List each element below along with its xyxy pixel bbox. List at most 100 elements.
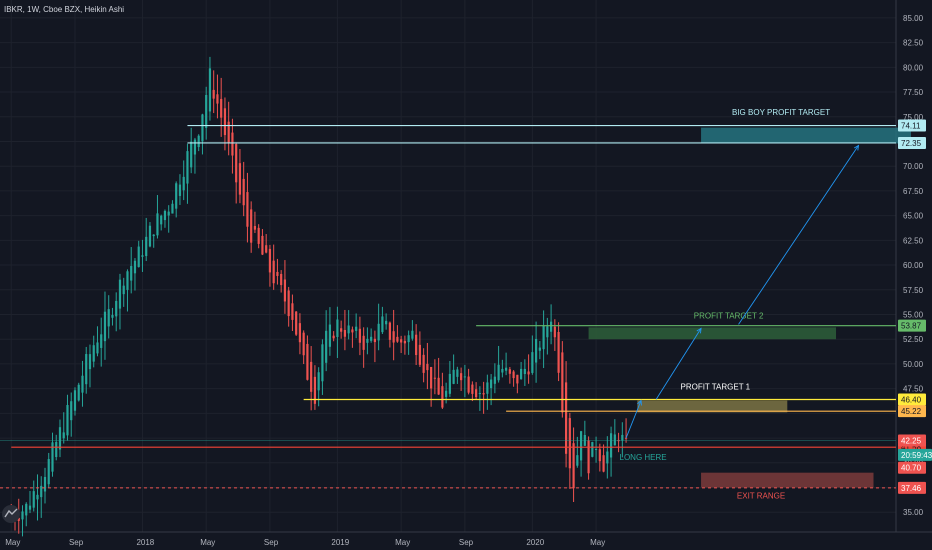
y-tick-label: 85.00 bbox=[903, 14, 924, 23]
candle-body bbox=[621, 434, 624, 441]
y-tick-label: 52.50 bbox=[903, 335, 924, 344]
candle-body bbox=[377, 323, 380, 341]
y-tick-label: 57.50 bbox=[903, 286, 924, 295]
candle-body bbox=[591, 442, 594, 457]
big-boy-label: BIG BOY PROFIT TARGET bbox=[732, 108, 830, 117]
candle-body bbox=[602, 455, 605, 472]
candle-body bbox=[505, 367, 508, 371]
candle-body bbox=[66, 405, 69, 436]
candle-body bbox=[302, 332, 305, 356]
candle-body bbox=[55, 441, 58, 457]
candle-body bbox=[445, 390, 448, 397]
price-tag-label: 37.46 bbox=[901, 484, 922, 493]
candle-body bbox=[430, 366, 433, 389]
price-tag bbox=[898, 434, 926, 447]
candle-body bbox=[355, 326, 358, 331]
candle-body bbox=[58, 427, 62, 450]
candle-body bbox=[475, 389, 478, 398]
candle-body bbox=[448, 373, 451, 394]
x-tick-label: Sep bbox=[459, 538, 474, 547]
candle-body bbox=[17, 517, 20, 521]
candle-body bbox=[216, 94, 219, 104]
candle-body bbox=[47, 459, 50, 485]
x-tick-label: 2020 bbox=[526, 538, 544, 547]
exit-zone bbox=[701, 472, 874, 488]
candle-body bbox=[261, 235, 264, 255]
price-tag bbox=[898, 319, 926, 332]
candle-body bbox=[433, 377, 436, 379]
y-tick-label: 82.50 bbox=[903, 39, 924, 48]
time-axis[interactable]: May Sep 2018 May Sep 2019 May Sep 2020 May bbox=[5, 538, 605, 547]
candle-body bbox=[463, 376, 466, 378]
candle-body bbox=[587, 440, 590, 474]
candle-body bbox=[358, 328, 361, 343]
candle-body bbox=[291, 303, 294, 320]
candle-body bbox=[422, 354, 425, 373]
trend-arrowhead bbox=[637, 399, 642, 406]
price-tag-label: 40.70 bbox=[901, 464, 922, 473]
candle-body bbox=[160, 215, 163, 225]
candle-body bbox=[268, 248, 272, 273]
candle-body bbox=[527, 371, 530, 375]
candle-body bbox=[606, 451, 609, 464]
y-tick-label: 67.50 bbox=[903, 187, 924, 196]
arrows bbox=[625, 144, 860, 439]
candle-body bbox=[486, 382, 489, 394]
candle-body bbox=[25, 503, 28, 516]
candle-body bbox=[107, 309, 110, 327]
price-tag bbox=[898, 405, 926, 418]
candle-body bbox=[564, 382, 568, 454]
candle-body bbox=[613, 434, 616, 446]
candle-body bbox=[373, 338, 376, 343]
tradingview-logo-icon[interactable] bbox=[2, 505, 20, 523]
candle-body bbox=[126, 271, 129, 290]
candle-body bbox=[212, 89, 215, 99]
candle-body bbox=[546, 326, 549, 338]
price-tag-label: 53.87 bbox=[901, 322, 922, 331]
candle-body bbox=[115, 300, 118, 317]
candle-body bbox=[276, 271, 279, 276]
candle-body bbox=[362, 335, 365, 350]
candle-body bbox=[227, 121, 230, 144]
candle-body bbox=[328, 324, 332, 347]
candle-body bbox=[73, 390, 77, 411]
candle-body bbox=[77, 384, 80, 401]
candle-body bbox=[197, 135, 200, 148]
candle-body bbox=[92, 345, 95, 362]
candle-body bbox=[441, 386, 444, 408]
candle-body bbox=[396, 336, 399, 342]
candle-body bbox=[347, 325, 350, 334]
profit-target-2-label: PROFIT TARGET 2 bbox=[694, 311, 764, 320]
candle-body bbox=[411, 330, 414, 339]
candle-body bbox=[152, 234, 155, 237]
candle-body bbox=[32, 491, 35, 508]
candle-body bbox=[223, 108, 227, 136]
candle-body bbox=[220, 98, 223, 118]
candle-body bbox=[186, 151, 189, 184]
candle-body bbox=[557, 331, 560, 373]
candle-body bbox=[403, 340, 406, 344]
price-tag-label: 74.11 bbox=[901, 122, 921, 131]
candle-body bbox=[43, 476, 47, 492]
candle-body bbox=[21, 511, 24, 520]
candle-body bbox=[310, 361, 313, 392]
candle-body bbox=[96, 342, 99, 354]
candle-body bbox=[385, 320, 388, 325]
candle-body bbox=[426, 363, 429, 371]
candle-body bbox=[418, 344, 421, 365]
price-tag-label: 45.22 bbox=[901, 407, 922, 416]
candle-body bbox=[407, 335, 410, 343]
y-tick-label: 47.50 bbox=[903, 385, 924, 394]
price-tag bbox=[898, 448, 932, 461]
candle-body bbox=[133, 260, 137, 274]
candle-body bbox=[553, 326, 556, 338]
candle-body bbox=[257, 227, 260, 244]
x-tick-label: 2018 bbox=[136, 538, 154, 547]
price-tag bbox=[898, 119, 926, 132]
y-tick-label: 55.00 bbox=[903, 310, 924, 319]
candle-body bbox=[238, 163, 242, 195]
candle-body bbox=[201, 114, 204, 142]
candle-body bbox=[452, 369, 455, 384]
